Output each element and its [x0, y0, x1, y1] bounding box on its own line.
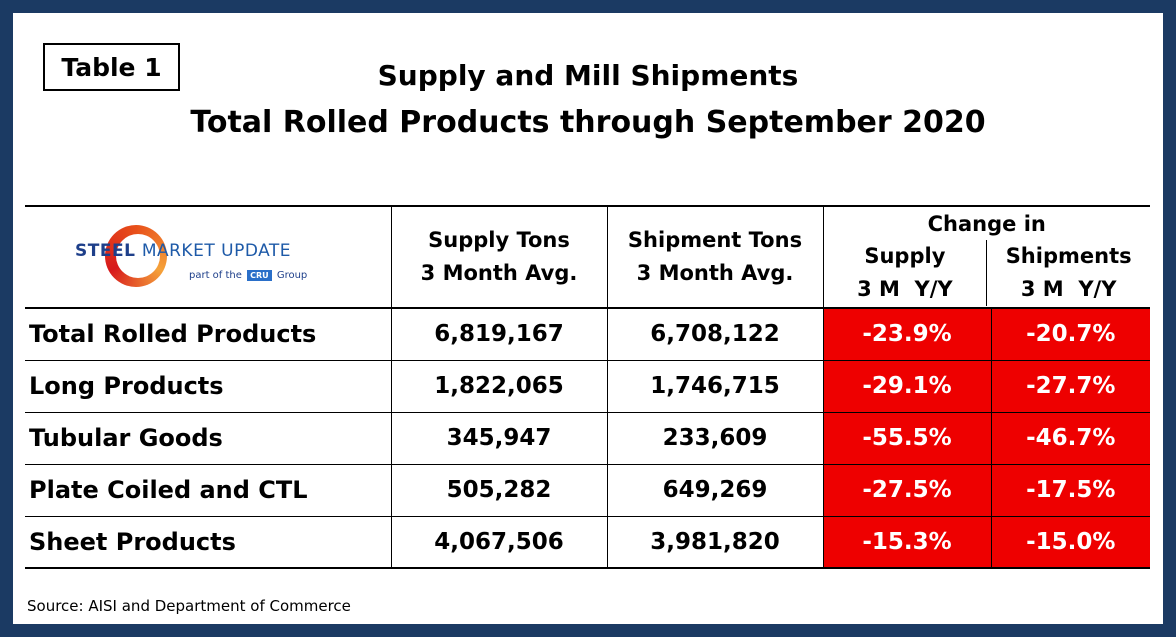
table-number-label: Table 1 — [43, 43, 180, 91]
col-header-supply: Supply Tons 3 Month Avg. — [391, 205, 608, 309]
logo-tagline: part of the CRU Group — [189, 270, 308, 281]
col-header-shipments: Shipment Tons 3 Month Avg. — [607, 205, 824, 309]
table-row: Plate Coiled and CTL 505,282 649,269 -27… — [25, 464, 1151, 517]
chart-title: Supply and Mill Shipments — [377, 59, 799, 92]
shipment-value: 649,269 — [607, 464, 824, 517]
supply-value: 1,822,065 — [391, 360, 608, 413]
cru-badge: CRU — [247, 270, 272, 281]
col-header-change-supply: Supply 3 M Y/Y — [824, 240, 988, 306]
table-row: Total Rolled Products 6,819,167 6,708,12… — [25, 308, 1151, 361]
data-table: STEEL MARKET UPDATE part of the CRU Grou… — [25, 205, 1151, 569]
row-label: Long Products — [25, 360, 392, 413]
supply-value: 345,947 — [391, 412, 608, 465]
row-label: Plate Coiled and CTL — [25, 464, 392, 517]
steel-market-update-logo: STEEL MARKET UPDATE part of the CRU Grou… — [25, 207, 391, 307]
shipment-change: -17.5% — [991, 464, 1151, 517]
col-header-change-shipments: Shipments 3 M Y/Y — [1005, 244, 1132, 301]
shipment-change: -27.7% — [991, 360, 1151, 413]
table-row: Sheet Products 4,067,506 3,981,820 -15.3… — [25, 516, 1151, 569]
supply-value: 505,282 — [391, 464, 608, 517]
logo-cell: STEEL MARKET UPDATE part of the CRU Grou… — [25, 205, 392, 309]
row-label: Total Rolled Products — [25, 308, 392, 361]
shipment-change: -15.0% — [991, 516, 1151, 569]
col-header-change: Change in Supply 3 M Y/Y Shipments 3 M Y… — [823, 205, 1151, 309]
supply-change: -23.9% — [823, 308, 992, 361]
shipment-value: 3,981,820 — [607, 516, 824, 569]
header-row: STEEL MARKET UPDATE part of the CRU Grou… — [25, 205, 1151, 309]
shipment-value: 1,746,715 — [607, 360, 824, 413]
supply-value: 4,067,506 — [391, 516, 608, 569]
logo-wordmark: STEEL MARKET UPDATE — [75, 241, 292, 261]
shipment-change: -46.7% — [991, 412, 1151, 465]
shipment-change: -20.7% — [991, 308, 1151, 361]
supply-change: -15.3% — [823, 516, 992, 569]
figure-panel: Table 1 Supply and Mill Shipments Total … — [13, 13, 1163, 624]
row-label: Tubular Goods — [25, 412, 392, 465]
supply-change: -29.1% — [823, 360, 992, 413]
table-row: Tubular Goods 345,947 233,609 -55.5% -46… — [25, 412, 1151, 465]
supply-value: 6,819,167 — [391, 308, 608, 361]
row-label: Sheet Products — [25, 516, 392, 569]
chart-subtitle: Total Rolled Products through September … — [190, 105, 986, 140]
source-note: Source: AISI and Department of Commerce — [27, 597, 351, 615]
shipment-value: 233,609 — [607, 412, 824, 465]
shipment-value: 6,708,122 — [607, 308, 824, 361]
supply-change: -55.5% — [823, 412, 992, 465]
supply-change: -27.5% — [823, 464, 992, 517]
figure-inner: Table 1 Supply and Mill Shipments Total … — [19, 21, 1157, 615]
table-row: Long Products 1,822,065 1,746,715 -29.1%… — [25, 360, 1151, 413]
